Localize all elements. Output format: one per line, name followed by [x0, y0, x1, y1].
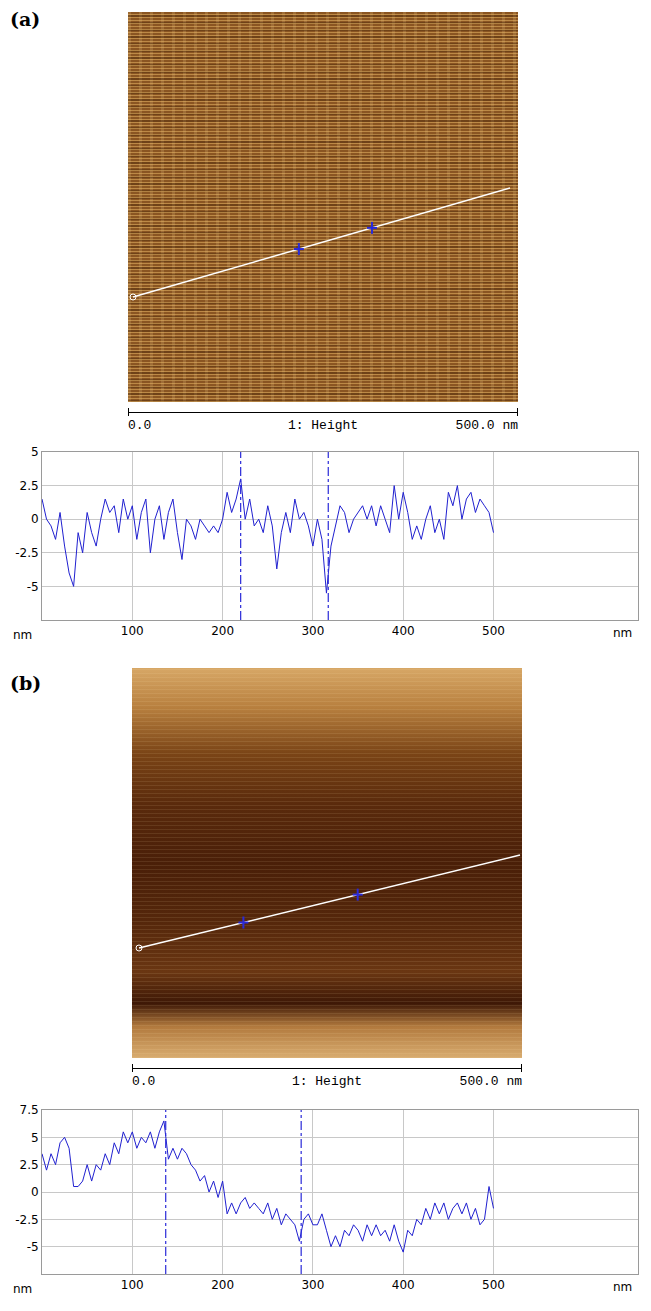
- svg-text:300: 300: [301, 624, 324, 638]
- html-text:(b): (b): [10, 672, 42, 694]
- svg-text:-5: -5: [27, 1240, 39, 1254]
- svg-text:500: 500: [482, 1278, 505, 1292]
- svg-text:300: 300: [301, 1278, 324, 1292]
- html-text:(a): (a): [10, 8, 41, 30]
- svg-text:2.5: 2.5: [20, 479, 39, 493]
- svg-text:nm: nm: [613, 1280, 632, 1294]
- svg-text:400: 400: [392, 1278, 415, 1292]
- svg-text:0: 0: [31, 512, 39, 526]
- svg-text:nm: nm: [613, 626, 632, 640]
- html-text:1: Height: 1: Height: [287, 418, 359, 433]
- svg-text:nm: nm: [13, 628, 32, 642]
- svg-text:100: 100: [121, 1278, 144, 1292]
- svg-text:200: 200: [211, 1278, 234, 1292]
- svg-text:500: 500: [482, 624, 505, 638]
- html-text:500.0 nm: 500.0 nm: [455, 418, 518, 433]
- svg-text:0: 0: [31, 1185, 39, 1199]
- svg-text:nm: nm: [13, 1282, 32, 1296]
- svg-text:400: 400: [392, 624, 415, 638]
- svg-text:200: 200: [211, 624, 234, 638]
- html-text:1: Height: 1: Height: [291, 1074, 363, 1089]
- svg-text:5: 5: [31, 445, 39, 459]
- svg-text:100: 100: [121, 624, 144, 638]
- html-text:0.0: 0.0: [128, 418, 152, 433]
- svg-text:7.5: 7.5: [20, 1103, 39, 1117]
- svg-text:-2.5: -2.5: [15, 546, 38, 560]
- svg-text:-5: -5: [27, 580, 39, 594]
- svg-text:5: 5: [31, 1131, 39, 1145]
- html-text:0.0: 0.0: [132, 1074, 156, 1089]
- svg-text:-2.5: -2.5: [15, 1213, 38, 1227]
- svg-text:2.5: 2.5: [20, 1158, 39, 1172]
- html-text:500.0 nm: 500.0 nm: [459, 1074, 522, 1089]
